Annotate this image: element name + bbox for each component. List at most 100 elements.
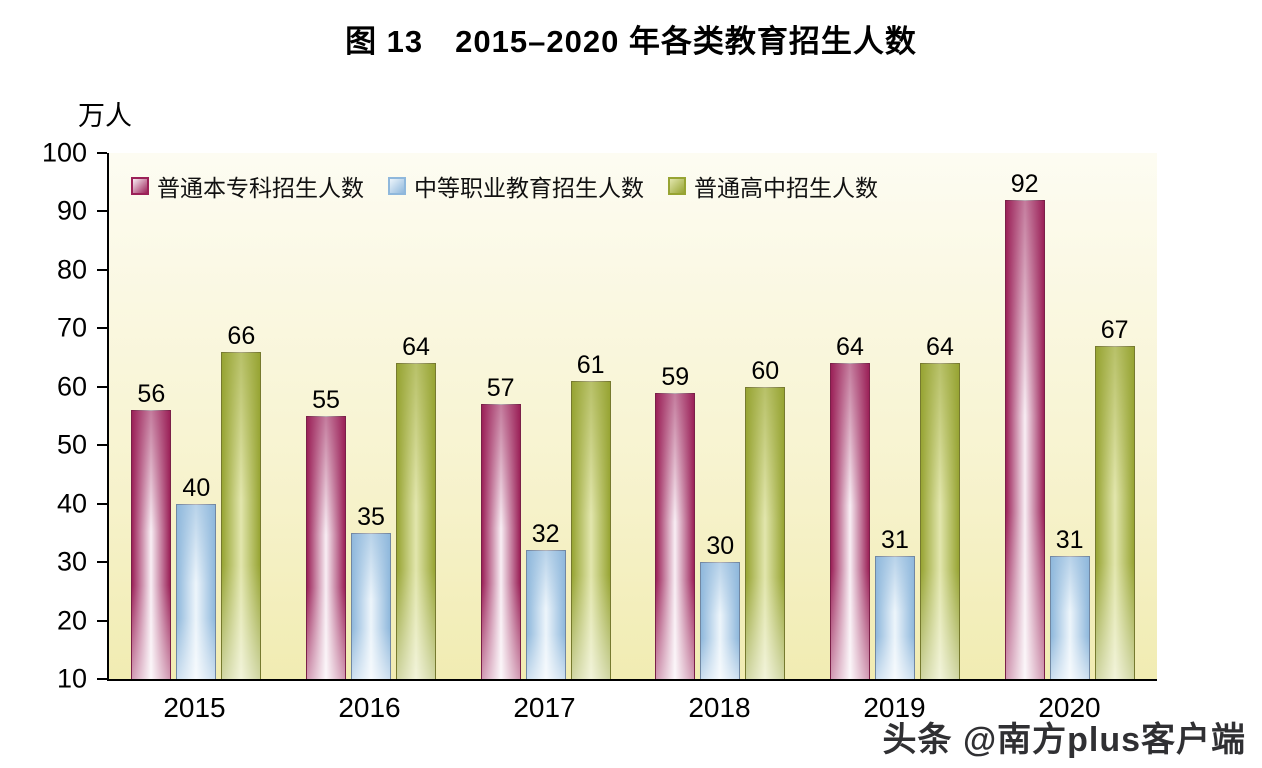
- bar: [176, 503, 217, 680]
- bar-value-label: 64: [836, 333, 864, 362]
- tick-marks: [97, 152, 107, 680]
- y-tick-mark: [97, 152, 107, 154]
- bar: [829, 363, 870, 679]
- y-tick-mark: [97, 502, 107, 505]
- bar: [1004, 199, 1045, 680]
- y-tick-label: 70: [56, 312, 87, 343]
- bar-column: 61: [570, 153, 611, 680]
- bar-group: 92 31 67: [1004, 153, 1135, 680]
- x-tick-label: 2015: [163, 692, 226, 723]
- bar-value-label: 31: [1055, 526, 1084, 555]
- bar: [874, 556, 915, 679]
- y-tick-label: 100: [41, 137, 87, 168]
- bar-group: 57 32 61: [480, 153, 611, 680]
- bar: [525, 550, 566, 679]
- legend-label: 普通高中招生人数: [694, 175, 878, 201]
- legend-swatch: [388, 177, 406, 195]
- y-axis: 100 90 80 70 60 50 40 30 20 10: [17, 138, 97, 694]
- bar: [395, 363, 436, 679]
- y-tick-mark: [97, 268, 107, 271]
- bar: [655, 392, 696, 680]
- bar-value-label: 59: [661, 362, 690, 391]
- legend-label: 普通本专科招生人数: [157, 175, 364, 201]
- bar-column: 92: [1004, 153, 1045, 680]
- bar-column: 31: [1049, 153, 1090, 679]
- bar-column: 56: [131, 153, 172, 679]
- bar-value-label: 32: [531, 520, 560, 549]
- bar-column: 55: [305, 153, 346, 679]
- x-tick-label: 2019: [863, 692, 926, 723]
- legend-item: 普通本专科招生人数: [131, 169, 364, 203]
- bar-column: 30: [700, 153, 741, 679]
- bar: [131, 410, 172, 679]
- y-tick-mark: [97, 444, 107, 447]
- chart-title: 图 13 2015–2020 年各类教育招生人数: [345, 24, 917, 59]
- bar-value-label: 61: [576, 350, 605, 379]
- bar: [570, 380, 611, 680]
- bar-group: 56 40 66: [131, 153, 262, 680]
- bar: [700, 562, 741, 679]
- y-tick-label: 40: [56, 488, 87, 519]
- y-tick-label: 20: [56, 605, 87, 636]
- bar-value-label: 35: [357, 502, 385, 531]
- bar-column: 32: [525, 153, 566, 679]
- bar-column: 66: [221, 153, 262, 680]
- bar-value-label: 55: [312, 386, 340, 414]
- bar-column: 64: [829, 153, 870, 679]
- bar-column: 67: [1094, 153, 1135, 680]
- y-tick-mark: [97, 210, 107, 213]
- legend-item: 中等职业教育招生人数: [388, 169, 644, 203]
- bar-column: 40: [176, 153, 217, 680]
- bar-column: 57: [480, 153, 521, 679]
- bar-value-label: 56: [137, 380, 166, 409]
- bar: [480, 404, 521, 679]
- x-tick-label: 2020: [1038, 692, 1101, 723]
- y-tick-mark: [97, 619, 107, 622]
- legend: 普通本专科招生人数 中等职业教育招生人数 普通高中招生人数: [131, 169, 878, 203]
- bar-value-label: 66: [227, 321, 256, 350]
- y-tick-mark: [97, 385, 107, 388]
- bar-column: 64: [395, 153, 436, 679]
- bar-group: 55 35 64: [305, 153, 436, 680]
- x-axis: 2015 2016 2017 2018 2019 2020: [107, 692, 1157, 724]
- bar-groups: 56 40 66 55 35 64 57 32 61 59 30 60 64 31 64 92 31 67: [109, 153, 1157, 680]
- bar-value-label: 31: [881, 526, 909, 555]
- bar: [350, 532, 391, 680]
- y-tick-label: 90: [56, 195, 87, 226]
- y-tick-label: 10: [56, 663, 87, 694]
- bar: [1094, 345, 1135, 680]
- y-tick-label: 50: [56, 429, 87, 460]
- y-tick-mark: [97, 327, 107, 330]
- y-tick-label: 80: [56, 254, 87, 285]
- y-tick-label: 60: [56, 371, 87, 402]
- bar: [1049, 556, 1090, 679]
- bar: [221, 351, 262, 680]
- legend-swatch: [131, 177, 149, 195]
- bar-value-label: 67: [1100, 315, 1129, 344]
- bar-column: 35: [350, 153, 391, 680]
- watermark-text: 头条 @南方plus客户端: [882, 721, 1246, 759]
- legend-swatch: [668, 177, 686, 195]
- bar-group: 64 31 64: [829, 153, 960, 679]
- y-tick-mark: [97, 678, 107, 680]
- bar-column: 64: [919, 153, 960, 679]
- bar-group: 59 30 60: [655, 153, 786, 680]
- bar: [745, 386, 786, 680]
- bar-column: 60: [745, 153, 786, 680]
- x-tick-label: 2017: [513, 692, 576, 723]
- bar-value-label: 30: [706, 532, 735, 561]
- y-tick-mark: [97, 561, 107, 564]
- plot-area: 100 90 80 70 60 50 40 30 20 10 56 40 66 55 35 64 57 32 61…: [42, 138, 1157, 694]
- bar-value-label: 64: [402, 333, 430, 362]
- bar-column: 31: [874, 153, 915, 679]
- x-tick-label: 2018: [688, 692, 751, 723]
- bar-column: 59: [655, 153, 696, 680]
- y-axis-unit-label: 万人: [78, 101, 132, 131]
- y-tick-label: 30: [56, 546, 87, 577]
- bar-value-label: 64: [926, 333, 954, 362]
- bar-value-label: 60: [751, 356, 780, 385]
- x-tick-label: 2016: [338, 692, 401, 723]
- bar-value-label: 40: [182, 473, 211, 502]
- bar: [305, 416, 346, 679]
- legend-item: 普通高中招生人数: [668, 169, 878, 203]
